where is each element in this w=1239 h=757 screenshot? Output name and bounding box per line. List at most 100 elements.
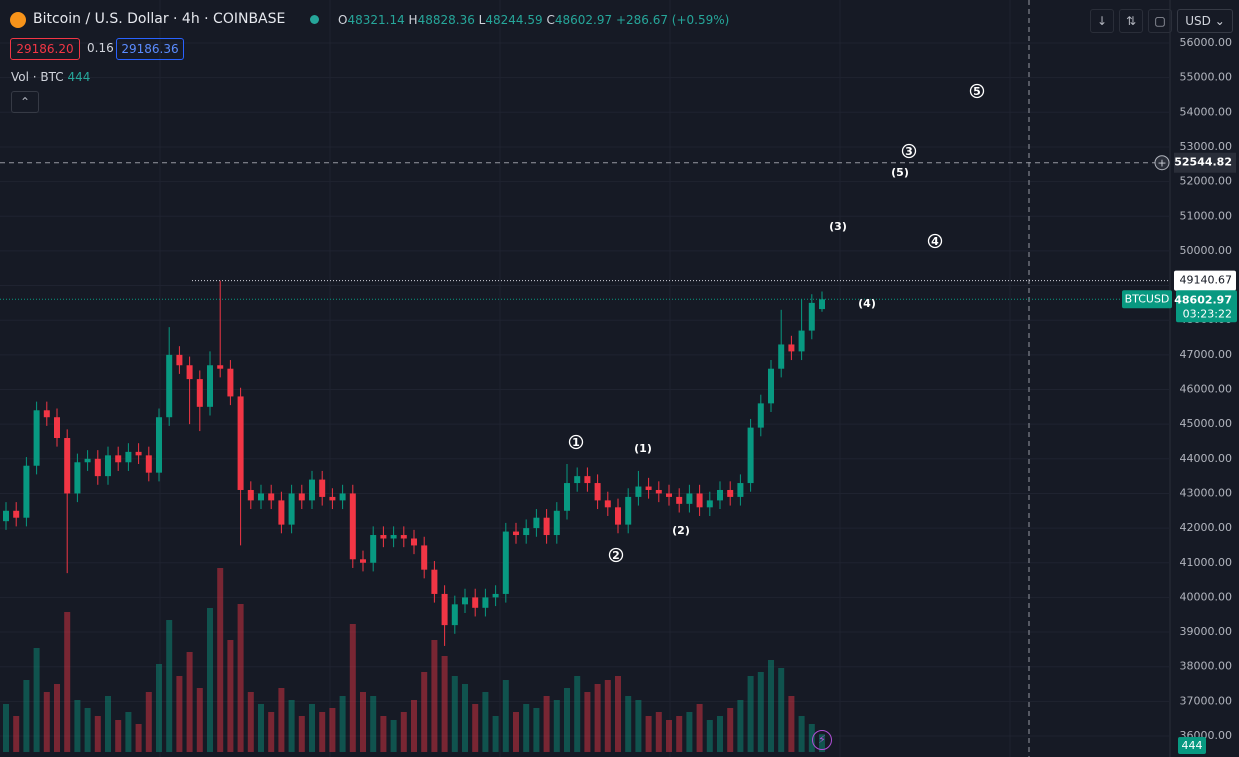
volume-bar	[604, 680, 611, 752]
volume-bar	[655, 712, 662, 752]
candle-body	[349, 493, 356, 560]
collapse-button[interactable]: ⌃	[11, 91, 39, 113]
volume-bar	[553, 700, 560, 752]
candle-body	[492, 593, 499, 598]
value: 48828.36	[417, 13, 475, 27]
volume-bar	[706, 720, 713, 752]
candle-body	[217, 365, 224, 369]
candle-body	[227, 368, 234, 397]
currency-select[interactable]: USD ⌄	[1177, 9, 1233, 33]
volume-bar	[808, 724, 815, 752]
wave-label: 2	[612, 549, 620, 562]
wave-label: 5	[973, 85, 981, 98]
crosshair-label: 52544.82	[1174, 156, 1232, 169]
fullscreen-button[interactable]: ⇅	[1119, 9, 1143, 33]
y-tick-label: 55000.00	[1180, 71, 1233, 84]
candle-body	[635, 486, 642, 497]
y-tick-label: 47000.00	[1180, 348, 1233, 361]
candle-body	[400, 535, 407, 539]
label: C	[546, 13, 555, 27]
volume-bar	[768, 660, 774, 752]
y-tick-label: 42000.00	[1180, 521, 1233, 534]
candle-body	[380, 535, 387, 539]
symbol-title[interactable]: Bitcoin / U.S. Dollar · 4h · COINBASE	[33, 11, 286, 27]
wave-circle	[568, 434, 584, 450]
candle-body	[717, 489, 723, 501]
alert-icon[interactable]: ⚡	[812, 730, 832, 750]
high-label-bg	[1174, 270, 1236, 291]
candle-body	[411, 538, 417, 546]
candle-body	[196, 379, 203, 407]
countdown: 03:23:22	[1183, 307, 1232, 320]
y-tick-label: 51000.00	[1180, 209, 1233, 222]
volume-bar	[400, 712, 407, 752]
buy-button[interactable]: 29186.36	[116, 38, 184, 60]
scroll-button[interactable]: ↓	[1090, 9, 1114, 33]
y-tick-label: 38000.00	[1180, 660, 1233, 673]
candle-body	[94, 458, 101, 477]
sell-button[interactable]: 29186.20	[10, 38, 80, 60]
candle-body	[615, 507, 621, 525]
volume-bar	[666, 720, 672, 752]
candle-body	[584, 476, 591, 484]
volume-bar	[757, 672, 764, 752]
add-alert	[1154, 155, 1170, 171]
volume-bar	[84, 708, 91, 752]
candle-body	[553, 510, 560, 536]
volume-bar	[3, 704, 9, 752]
plus: +	[1157, 157, 1166, 170]
y-tick-label: 41000.00	[1180, 556, 1233, 569]
candle-body	[13, 510, 20, 518]
candle-body	[339, 493, 346, 501]
volume-bar	[411, 700, 417, 752]
candle-body	[74, 462, 81, 494]
wave-circle	[969, 83, 985, 99]
volume-bar	[717, 716, 723, 752]
volume-bar	[13, 716, 20, 752]
wave-label: 4	[931, 235, 939, 248]
volume-bar	[94, 716, 101, 752]
value: 48321.14	[347, 13, 405, 27]
volume-bar	[309, 704, 315, 752]
y-tick-label: 40000.00	[1180, 590, 1233, 603]
candle-body	[533, 517, 540, 529]
y-tick-label: 39000.00	[1180, 625, 1233, 638]
candle-body	[125, 451, 132, 463]
candle-body	[737, 483, 744, 497]
volume-legend: Vol · BTC 444	[11, 70, 90, 84]
volume-bar	[298, 716, 305, 752]
wave-label: (3)	[829, 220, 847, 233]
candle-body	[819, 299, 825, 310]
crosshair-label-bg	[1174, 152, 1236, 173]
volume-label: 444	[1182, 739, 1203, 752]
volume-bar	[727, 708, 734, 752]
volume-bar	[247, 692, 254, 752]
label: L	[478, 13, 486, 27]
volume-bar	[584, 692, 591, 752]
spread: 0.16	[87, 41, 114, 55]
volume-bar	[686, 712, 693, 752]
label: H	[408, 13, 418, 27]
volume-bar	[23, 680, 30, 752]
candle-body	[757, 403, 764, 428]
volume-bar	[258, 704, 264, 752]
volume-label-bg	[1178, 737, 1206, 754]
candle-body	[115, 455, 122, 463]
screenshot-button[interactable]: ▢	[1148, 9, 1172, 33]
candle-body	[258, 493, 264, 501]
label: O	[338, 13, 348, 27]
candle-body	[462, 597, 468, 605]
candle-body	[23, 465, 30, 518]
candle-body	[502, 531, 509, 594]
volume-bar	[319, 712, 326, 752]
volume-bar	[329, 708, 336, 752]
candle-body	[64, 438, 71, 494]
candle-body	[33, 410, 40, 466]
high-label: 49140.67	[1180, 274, 1233, 287]
candle-body	[594, 483, 601, 501]
volume-bar	[105, 696, 111, 752]
volume-bar	[492, 716, 499, 752]
volume-bar	[207, 608, 213, 752]
